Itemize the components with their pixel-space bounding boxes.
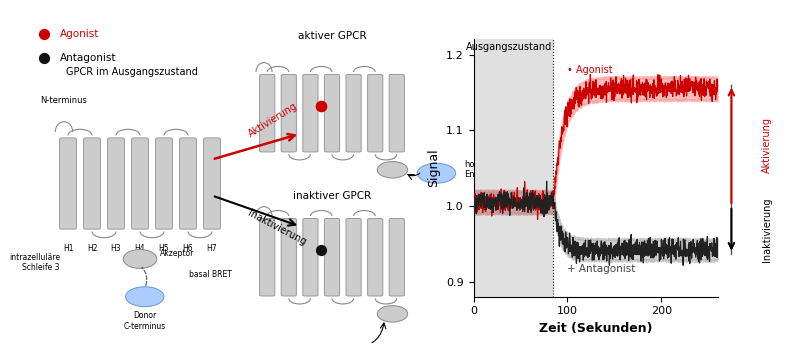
Ellipse shape [123, 249, 157, 268]
FancyBboxPatch shape [367, 218, 383, 296]
Text: Agonist: Agonist [60, 29, 99, 39]
FancyBboxPatch shape [282, 218, 296, 296]
Point [38, 32, 50, 37]
Bar [474, 39, 554, 297]
Text: Aktivierung: Aktivierung [246, 100, 299, 139]
Text: H2: H2 [86, 244, 98, 252]
FancyBboxPatch shape [59, 138, 76, 229]
Text: Inaktivierung: Inaktivierung [762, 198, 772, 262]
Ellipse shape [378, 162, 408, 178]
Text: H7: H7 [206, 244, 218, 252]
FancyBboxPatch shape [107, 138, 124, 229]
Text: H1: H1 [62, 244, 74, 252]
Text: + Antagonist: + Antagonist [567, 264, 636, 274]
X-axis label: Zeit (Sekunden): Zeit (Sekunden) [539, 322, 652, 335]
Text: aktiver GPCR: aktiver GPCR [298, 31, 366, 41]
Text: basal BRET: basal BRET [189, 270, 232, 279]
Text: intrazelluläre
Schleife 3: intrazelluläre Schleife 3 [9, 253, 60, 272]
Point [314, 248, 328, 253]
FancyBboxPatch shape [259, 218, 275, 296]
FancyBboxPatch shape [83, 138, 100, 229]
Y-axis label: Signal: Signal [427, 149, 441, 187]
Text: inaktiver GPCR: inaktiver GPCR [293, 191, 371, 201]
FancyBboxPatch shape [346, 74, 362, 152]
Ellipse shape [418, 163, 456, 183]
Text: Ausgangszustand: Ausgangszustand [466, 43, 552, 52]
Text: Donor
C-terminus: Donor C-terminus [124, 311, 166, 331]
Text: H3: H3 [110, 244, 122, 252]
FancyBboxPatch shape [155, 138, 172, 229]
Text: Antagonist: Antagonist [60, 53, 117, 63]
Text: H5: H5 [158, 244, 170, 252]
Text: Inaktivierung: Inaktivierung [246, 208, 308, 247]
Text: H4: H4 [134, 244, 146, 252]
FancyBboxPatch shape [282, 74, 296, 152]
Point [38, 56, 50, 61]
FancyBboxPatch shape [131, 138, 148, 229]
Point [314, 104, 328, 109]
FancyBboxPatch shape [302, 218, 318, 296]
Text: hoher
Energieübertrag: hoher Energieübertrag [465, 160, 534, 179]
FancyBboxPatch shape [367, 74, 383, 152]
FancyBboxPatch shape [389, 74, 404, 152]
Text: Aktivierung: Aktivierung [762, 117, 772, 173]
Text: N-terminus: N-terminus [41, 96, 87, 105]
Ellipse shape [126, 287, 164, 307]
FancyBboxPatch shape [346, 218, 362, 296]
Ellipse shape [378, 306, 408, 322]
Text: • Agonist: • Agonist [567, 65, 613, 75]
Text: GPCR im Ausgangszustand: GPCR im Ausgangszustand [66, 67, 198, 77]
FancyBboxPatch shape [325, 74, 339, 152]
FancyBboxPatch shape [179, 138, 196, 229]
Text: Akzeptor: Akzeptor [160, 249, 194, 258]
Text: H6: H6 [182, 244, 194, 252]
FancyBboxPatch shape [302, 74, 318, 152]
FancyBboxPatch shape [389, 218, 404, 296]
FancyBboxPatch shape [259, 74, 275, 152]
FancyBboxPatch shape [325, 218, 339, 296]
FancyBboxPatch shape [203, 138, 221, 229]
